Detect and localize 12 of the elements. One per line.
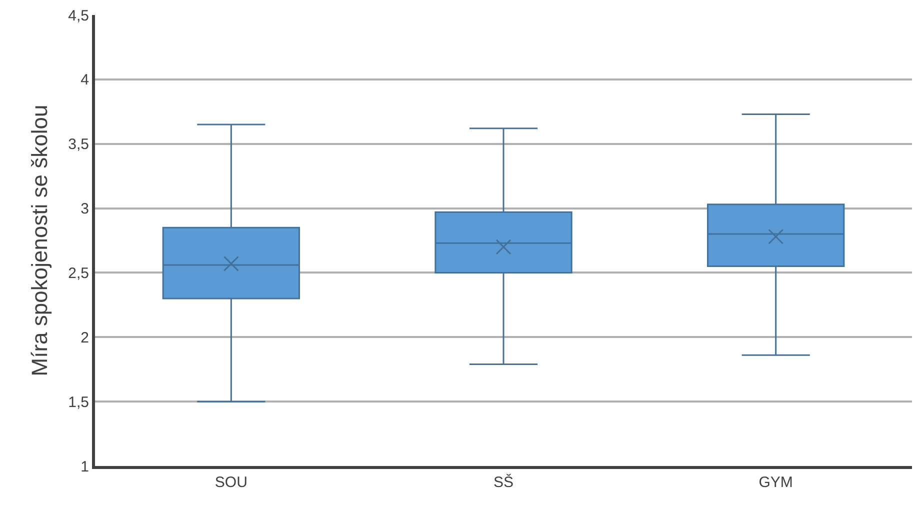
y-tick-label: 1 [80,458,89,476]
x-tick-label: GYM [758,474,793,491]
y-tick-label: 4 [80,72,89,89]
y-tick-label: 3,5 [68,136,89,154]
y-tick-label: 3 [80,200,89,218]
y-tick-label: 2,5 [68,264,89,282]
y-axis-title: Míra spokojenosti se školou [26,104,52,376]
x-tick-label: SŠ [493,473,514,491]
y-tick-label: 2 [80,329,89,346]
y-tick-label: 4,5 [68,7,89,24]
y-tick-label: 1,5 [68,394,89,411]
x-tick-label: SOU [214,474,248,491]
